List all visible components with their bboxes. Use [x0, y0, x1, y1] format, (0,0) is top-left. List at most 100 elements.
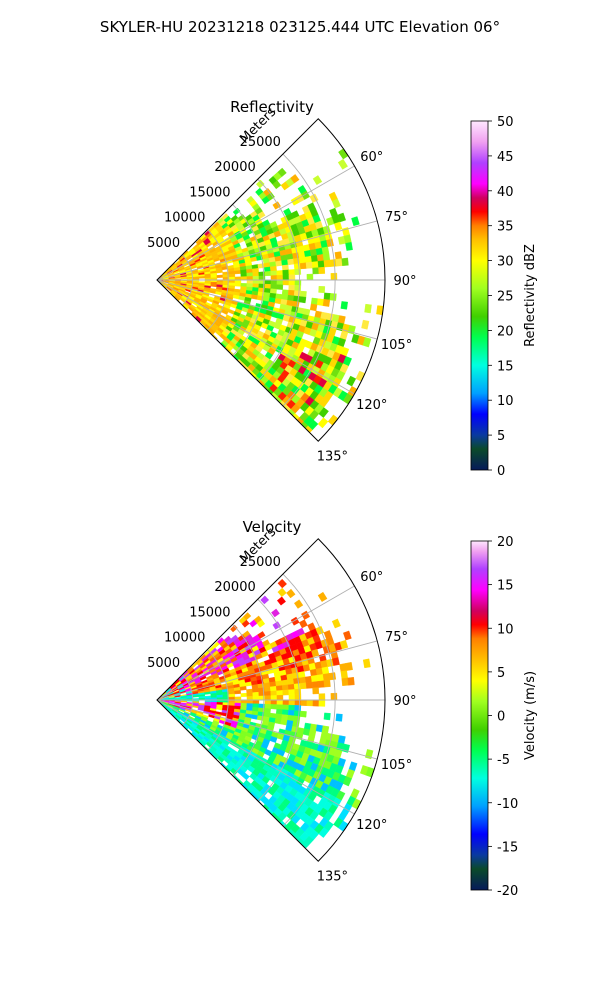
- data-cell: [252, 691, 260, 697]
- colorbar-tick-label: 25: [497, 290, 514, 305]
- data-cell: [270, 265, 277, 272]
- data-cell: [293, 677, 301, 685]
- colorbar-tick-label: 5: [497, 429, 505, 444]
- data-cell: [287, 289, 295, 297]
- data-cell: [312, 687, 320, 695]
- data-cell: [322, 299, 331, 307]
- data-cell: [316, 298, 325, 306]
- data-cell: [246, 692, 254, 697]
- data-cell: [275, 708, 283, 715]
- data-cell: [277, 167, 287, 178]
- data-cell: [270, 685, 277, 692]
- data-cell: [299, 256, 307, 264]
- data-cell: [337, 158, 348, 170]
- radial-tick-label: 15000: [189, 605, 230, 620]
- data-cell: [312, 267, 320, 275]
- data-cell: [347, 677, 355, 686]
- data-cell: [252, 268, 259, 273]
- azimuth-gridline: [156, 585, 355, 701]
- data-cell: [280, 719, 288, 726]
- azimuth-tick-label: 90°: [393, 274, 416, 289]
- colorbar-tick-label: 20: [497, 535, 514, 550]
- data-cell: [311, 681, 319, 689]
- data-cell: [339, 639, 349, 650]
- data-cell: [287, 678, 295, 686]
- data-cell: [252, 688, 259, 693]
- radial-tick-label: 5000: [147, 236, 180, 251]
- azimuth-gridline: [156, 220, 378, 281]
- data-cell: [282, 274, 290, 281]
- colorbar-tick-label: -20: [497, 884, 518, 899]
- data-cell: [216, 706, 223, 711]
- data-cell: [246, 272, 254, 277]
- data-cell: [311, 261, 319, 269]
- azimuth-tick-label: 120°: [356, 398, 387, 413]
- data-cell: [345, 661, 353, 671]
- data-cell: [323, 259, 331, 268]
- data-cell: [252, 695, 260, 701]
- data-cell: [294, 279, 302, 286]
- azimuth-gridline: [156, 640, 378, 701]
- azimuth-gridline: [156, 165, 355, 281]
- data-cell: [340, 670, 348, 679]
- data-cell: [323, 679, 331, 688]
- data-cell: [269, 681, 277, 688]
- data-cell: [246, 279, 254, 284]
- data-cell: [299, 296, 307, 304]
- colorbar-tick-label: 20: [497, 324, 514, 339]
- radar-data: [156, 578, 375, 849]
- data-cell: [288, 694, 296, 701]
- data-cell: [288, 284, 296, 291]
- colorbar-label: Velocity (m/s): [523, 671, 538, 760]
- data-cell: [287, 258, 295, 266]
- velocity-panel: Velocity500010000150002000025000Meters60…: [147, 518, 538, 899]
- data-cell: [234, 276, 242, 281]
- data-cell: [234, 696, 242, 701]
- sector-frame: [156, 538, 386, 862]
- data-cell: [216, 274, 224, 278]
- data-cell: [260, 595, 270, 605]
- data-cell: [364, 303, 372, 314]
- azimuth-tick-label: 75°: [385, 630, 408, 645]
- data-cell: [276, 279, 284, 286]
- data-cell: [211, 333, 218, 340]
- data-cell: [316, 254, 325, 262]
- data-cell: [318, 699, 326, 707]
- data-cell: [294, 694, 302, 701]
- data-cell: [264, 691, 272, 697]
- data-cell: [343, 234, 352, 244]
- data-cell: [340, 301, 348, 310]
- data-cell: [282, 689, 290, 696]
- data-cell: [252, 279, 260, 285]
- data-cell: [318, 827, 329, 838]
- data-cell: [298, 251, 306, 259]
- data-cell: [321, 246, 330, 255]
- data-cell: [294, 599, 304, 609]
- colorbar-tick-label: 50: [497, 115, 514, 130]
- data-cell: [294, 688, 302, 695]
- data-cell: [287, 683, 295, 691]
- data-cell: [270, 695, 278, 701]
- data-cell: [276, 270, 284, 276]
- azimuth-tick-label: 135°: [317, 449, 348, 464]
- data-cell: [252, 283, 260, 289]
- data-cell: [230, 624, 238, 633]
- colorbar-tick-label: 15: [497, 579, 514, 594]
- data-cell: [257, 211, 266, 219]
- data-cell: [299, 676, 307, 684]
- data-cell: [322, 253, 331, 261]
- data-cell: [180, 700, 188, 703]
- data-cell: [251, 294, 259, 300]
- data-cell: [257, 631, 266, 639]
- data-cell: [264, 699, 272, 705]
- data-cell: [243, 612, 252, 621]
- data-cell: [264, 686, 271, 692]
- data-cell: [281, 259, 289, 266]
- data-cell: [298, 619, 308, 629]
- data-cell: [216, 694, 224, 698]
- data-cell: [228, 273, 236, 278]
- reflectivity-panel: Reflectivity500010000150002000025000Mete…: [147, 98, 538, 479]
- data-cell: [294, 285, 302, 292]
- data-cell: [252, 271, 260, 277]
- colorbar-tick-label: 0: [497, 464, 505, 479]
